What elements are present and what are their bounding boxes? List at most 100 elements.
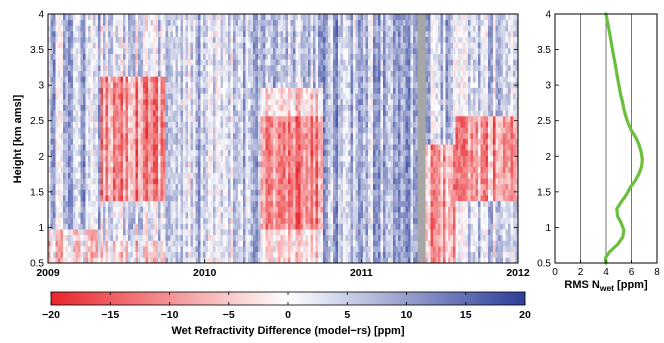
heatmap-cell	[166, 161, 169, 167]
heatmap-cell	[218, 133, 221, 139]
heatmap-cell	[296, 88, 299, 94]
heatmap-cell	[301, 184, 304, 190]
heatmap-cell	[136, 99, 139, 105]
heatmap-cell	[73, 14, 76, 20]
heatmap-cell	[213, 25, 216, 31]
heatmap-cell	[116, 172, 119, 178]
heatmap-cell	[108, 133, 111, 139]
heatmap-cell	[61, 133, 64, 139]
heatmap-cell	[221, 161, 224, 167]
heatmap-cell	[93, 110, 96, 116]
heatmap-cell	[66, 144, 69, 150]
heatmap-cell	[241, 110, 244, 116]
heatmap-cell	[98, 189, 101, 195]
heatmap-cell	[286, 71, 289, 77]
heatmap-cell	[291, 82, 294, 88]
heatmap-cell	[56, 71, 59, 77]
heatmap-cell	[261, 25, 264, 31]
heatmap-cell	[208, 223, 211, 229]
heatmap-cell	[168, 127, 171, 133]
heatmap-cell	[146, 246, 149, 252]
heatmap-cell	[58, 88, 61, 94]
heatmap-cell	[321, 31, 324, 37]
heatmap-cell	[313, 14, 316, 20]
heatmap-cell	[308, 155, 311, 161]
heatmap-cell	[251, 76, 254, 82]
heatmap-cell	[113, 144, 116, 150]
heatmap-cell	[283, 37, 286, 43]
heatmap-cell	[101, 167, 104, 173]
heatmap-cell	[153, 223, 156, 229]
heatmap-cell	[61, 31, 64, 37]
heatmap-cell	[186, 65, 189, 71]
heatmap-cell	[226, 252, 229, 258]
heatmap-cell	[128, 54, 131, 60]
heatmap-cell	[246, 195, 249, 201]
heatmap-cell	[196, 110, 199, 116]
heatmap-cell	[168, 48, 171, 54]
heatmap-cell	[166, 20, 169, 26]
heatmap-cell	[138, 42, 141, 48]
heatmap-cell	[326, 127, 329, 133]
heatmap-cell	[316, 172, 319, 178]
heatmap-cell	[61, 25, 64, 31]
heatmap-cell	[193, 257, 196, 263]
heatmap-cell	[88, 212, 91, 218]
heatmap-cell	[293, 71, 296, 77]
heatmap-cell	[133, 20, 136, 26]
heatmap-cell	[171, 212, 174, 218]
heatmap-cell	[281, 122, 284, 128]
heatmap-cell	[228, 127, 231, 133]
heatmap-cell	[233, 201, 236, 207]
heatmap-cell	[68, 167, 71, 173]
heatmap-cell	[331, 223, 334, 229]
heatmap-cell	[193, 223, 196, 229]
heatmap-cell	[188, 184, 191, 190]
heatmap-cell	[313, 206, 316, 212]
heatmap-cell	[323, 59, 326, 65]
heatmap-cell	[223, 59, 226, 65]
heatmap-cell	[138, 71, 141, 77]
heatmap-cell	[298, 37, 301, 43]
heatmap-cell	[148, 144, 151, 150]
heatmap-cell	[126, 116, 129, 122]
heatmap-cell	[253, 48, 256, 54]
heatmap-cell	[271, 48, 274, 54]
heatmap-cell	[301, 42, 304, 48]
heatmap-cell	[66, 14, 69, 20]
heatmap-cell	[183, 218, 186, 224]
heatmap-cell	[193, 54, 196, 60]
heatmap-cell	[298, 201, 301, 207]
heatmap-cell	[73, 20, 76, 26]
heatmap-cell	[76, 37, 79, 43]
heatmap-cell	[321, 93, 324, 99]
heatmap-cell	[201, 150, 204, 156]
heatmap-cell	[238, 206, 241, 212]
heatmap-cell	[138, 105, 141, 111]
heatmap-cell	[231, 201, 234, 207]
heatmap-cell	[56, 252, 59, 258]
heatmap-cell	[171, 161, 174, 167]
heatmap-cell	[211, 218, 214, 224]
heatmap-cell	[256, 105, 259, 111]
heatmap-cell	[58, 155, 61, 161]
heatmap-cell	[276, 31, 279, 37]
heatmap-cell	[248, 116, 251, 122]
heatmap-cell	[266, 54, 269, 60]
heatmap-cell	[246, 189, 249, 195]
heatmap-cell	[328, 31, 331, 37]
heatmap-cell	[88, 71, 91, 77]
heatmap-cell	[328, 240, 331, 246]
heatmap-cell	[326, 25, 329, 31]
heatmap-cell	[186, 42, 189, 48]
heatmap-cell	[176, 133, 179, 139]
heatmap-cell	[218, 161, 221, 167]
heatmap-cell	[123, 212, 126, 218]
heatmap-cell	[256, 161, 259, 167]
heatmap-cell	[128, 31, 131, 37]
heatmap-cell	[298, 257, 301, 263]
heatmap-cell	[56, 155, 59, 161]
heatmap-cell	[231, 65, 234, 71]
heatmap-cell	[81, 172, 84, 178]
heatmap-cell	[178, 59, 181, 65]
